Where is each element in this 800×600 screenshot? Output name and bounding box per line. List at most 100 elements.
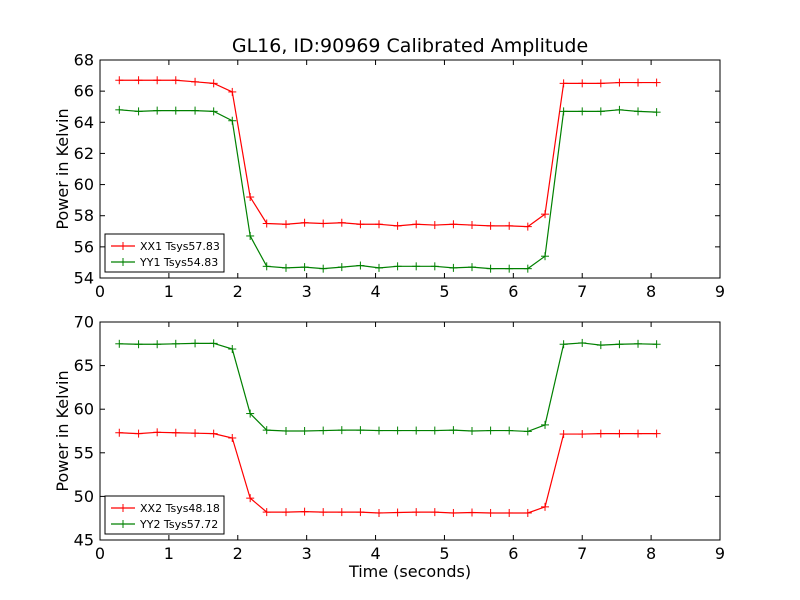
bottom-series-1-point	[115, 428, 124, 437]
top-series-1-point	[486, 221, 495, 230]
top-series-2-point	[246, 231, 255, 240]
bottom-series-1-point	[486, 508, 495, 517]
bottom-series-2-point	[468, 427, 476, 435]
top-series-2-point	[615, 105, 624, 114]
top-series-2-point	[356, 261, 365, 270]
bottom-legend: XX2 Tsys48.18 YY2 Tsys57.72	[104, 495, 225, 535]
bottom-series-1-point	[412, 508, 421, 517]
bottom-series-1-point	[282, 508, 290, 517]
top-series-2-point	[634, 107, 643, 116]
top-x-tick-label: 7	[577, 282, 587, 301]
top-series-1-point	[523, 222, 532, 231]
top-series-1-point	[634, 78, 643, 87]
bottom-series-2-point	[430, 426, 439, 435]
bottom-series-1-point	[337, 508, 346, 517]
bottom-x-tick-label: 7	[577, 544, 587, 563]
bottom-series-1-point	[578, 430, 587, 439]
top-x-tick-label: 1	[164, 282, 174, 301]
top-x-tick-label: 6	[508, 282, 518, 301]
top-series-1-point	[449, 220, 458, 229]
top-x-tick-label: 4	[370, 282, 380, 301]
top-legend-item-2: YY1 Tsys54.83	[111, 256, 218, 269]
top-series-2-point	[505, 264, 514, 273]
bottom-series-2-point	[246, 409, 255, 418]
top-series-2-point	[523, 264, 532, 273]
top-y-tick-label: 66	[74, 82, 94, 101]
top-series-2-point	[393, 262, 402, 271]
top-series-2-point	[134, 107, 143, 116]
bottom-series-2-point	[171, 339, 180, 348]
bottom-x-tick-label: 6	[508, 544, 518, 563]
bottom-series-1-point	[541, 502, 550, 511]
top-series-1-point	[115, 76, 124, 85]
bottom-x-tick-label: 9	[715, 544, 725, 563]
bottom-axes-frame	[99, 321, 721, 541]
top-series-1-point	[209, 79, 218, 88]
bottom-series-1-point	[652, 429, 661, 438]
top-series-2-point	[486, 264, 495, 273]
top-series-1-point	[505, 221, 514, 230]
bottom-series-2-point	[375, 426, 383, 435]
bottom-series-2-point	[319, 426, 328, 435]
top-x-tick-label: 8	[646, 282, 656, 301]
bottom-series-1-point	[319, 508, 328, 517]
bottom-series-1-point	[505, 508, 514, 517]
top-series-1-point	[430, 221, 439, 230]
bottom-series-1-point	[468, 508, 476, 517]
top-legend-box	[104, 233, 225, 273]
top-series-1-point	[615, 78, 624, 87]
bottom-series-1-point	[134, 429, 143, 438]
top-series-1-point	[356, 220, 365, 229]
bottom-x-tick-label: 2	[233, 544, 243, 563]
bottom-legend-label-1: XX2 Tsys48.18	[140, 502, 220, 515]
bottom-series-1-point	[634, 429, 643, 438]
top-axes-frame	[99, 59, 721, 279]
bottom-series-2-point	[634, 339, 643, 348]
bottom-series-2-point	[262, 426, 271, 435]
top-y-tick-label: 62	[74, 144, 94, 163]
bottom-x-tick-label: 3	[302, 544, 312, 563]
top-series-1-point	[246, 193, 255, 202]
bottom-legend-label-2: YY2 Tsys57.72	[139, 518, 218, 531]
bottom-series-2-point	[652, 340, 661, 349]
top-x-tick-label: 2	[233, 282, 243, 301]
bottom-y-tick-label: 70	[74, 313, 94, 332]
top-series-1-point	[559, 79, 568, 88]
bottom-series-2-point	[134, 340, 143, 349]
top-y-tick-label: 64	[74, 113, 94, 132]
top-series-1-point	[541, 210, 550, 219]
bottom-series-2-point	[300, 427, 309, 435]
bottom-series-1-point	[596, 429, 605, 438]
top-series-1-point	[375, 220, 383, 229]
top-series-2-point	[153, 106, 162, 115]
bottom-series-1-point	[393, 508, 402, 517]
bottom-series-1-point	[559, 430, 568, 439]
bottom-series-2-point	[523, 427, 532, 436]
bottom-series-1-point	[523, 508, 532, 517]
top-x-tick-label: 0	[95, 282, 105, 301]
bottom-series-1-point	[153, 428, 162, 437]
bottom-series-1-point	[191, 429, 200, 438]
top-series-2-point	[282, 263, 290, 272]
top-series-1-point	[337, 218, 346, 227]
top-series-1-point	[171, 76, 180, 85]
bottom-series-1-point	[300, 507, 309, 516]
bottom-x-tick-label: 4	[370, 544, 380, 563]
bottom-series-2-point	[337, 426, 346, 435]
bottom-x-tick-label: 1	[164, 544, 174, 563]
bottom-series-1-point	[449, 508, 458, 517]
bottom-series-2-point	[559, 340, 568, 349]
bottom-series-1-point	[228, 433, 237, 442]
top-series-1-point	[282, 220, 290, 229]
bottom-series-1-point	[430, 508, 439, 517]
bottom-series-2-point	[356, 426, 365, 435]
bottom-series-2-point	[153, 340, 162, 349]
bottom-series-2-point	[393, 426, 402, 435]
top-y-tick-label: 68	[74, 51, 94, 70]
top-x-tick-label: 3	[302, 282, 312, 301]
top-series-1-point	[652, 78, 661, 87]
top-series-2-point	[449, 263, 458, 272]
bottom-x-tick-label: 5	[439, 544, 449, 563]
